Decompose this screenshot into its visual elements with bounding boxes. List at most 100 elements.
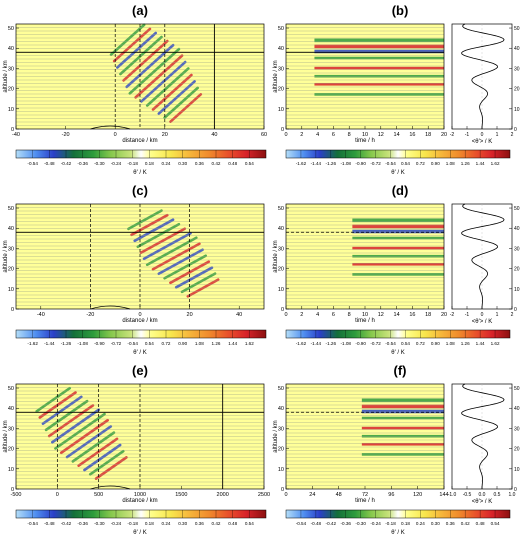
y-tick-label: 50 (8, 26, 14, 32)
colorbar-b-ticks-label-0: -1.62 (296, 161, 307, 166)
colorbar-f-ticks-label-1: -0.48 (311, 521, 322, 526)
colorbar-b-label: θ' / K (391, 170, 405, 176)
colorbar-d-ticks-label-0: -1.62 (296, 341, 307, 346)
colorbar-e-ticks-label-9: 0.30 (178, 521, 187, 526)
y-tick-label: 30 (278, 426, 284, 432)
y-tick-label: 20 (8, 447, 14, 453)
colorbar-f-ticks-label-3: -0.36 (340, 521, 351, 526)
colorbar-f-ticks-label-4: -0.30 (355, 521, 366, 526)
colorbar-c-ticks-label-8: 0.72 (162, 341, 171, 346)
wave-band (151, 73, 193, 111)
colorbar-e: -0.54 -0.48 -0.42 -0.36 -0.30 -0.24 -0.18 0.18 0… (15, 509, 267, 536)
x-tick-label: 0 (284, 492, 287, 498)
colorbar-b-ticks-label-10: 1.08 (446, 161, 455, 166)
panel-5: 0 24 48 72 96 120 144 0 10 20 30 40 50 time / h altitu… (273, 383, 449, 504)
colorbar-a-ticks-label-4: -0.30 (94, 161, 105, 166)
x-tick-label: 1500 (175, 492, 187, 498)
colorbar-f-ticks-label-10: 0.36 (446, 521, 455, 526)
y-tick-label: 40 (8, 226, 14, 232)
y-tick-label: 50 (278, 386, 284, 392)
wave-band (352, 224, 444, 229)
colorbar-d-ticks-label-13: 1.62 (491, 341, 500, 346)
colorbar-b: -1.62 -1.44 -1.26 -1.08 -0.90 -0.72 -0.54 0.54 0… (285, 149, 511, 176)
profile-x-tick-label: 2 (511, 132, 514, 138)
y-tick-label: 20 (8, 267, 14, 273)
colorbar-d-ticks-label-4: -0.90 (355, 341, 366, 346)
profile-x-tick-label: -2 (450, 312, 455, 318)
colorbar-c-ticks-label-11: 1.26 (212, 341, 221, 346)
y-tick-label: 30 (278, 66, 284, 72)
profile-y-tick-label: 30 (514, 426, 520, 432)
colorbar-b-ticks-label-9: 0.90 (431, 161, 440, 166)
y-tick-label: 30 (8, 66, 14, 72)
y-tick-label: 40 (8, 406, 14, 412)
colorbar-a-label: θ' / K (133, 170, 147, 176)
profile-x-tick-label: 1.0 (509, 492, 516, 498)
x-tick-label: 72 (362, 492, 368, 498)
colorbar-f: -0.54 -0.48 -0.42 -0.36 -0.30 -0.24 -0.18 0.18 0… (285, 509, 511, 536)
y-tick-label: 50 (8, 386, 14, 392)
colorbar-a-ticks-label-3: -0.36 (77, 161, 88, 166)
colorbar-d-label: θ' / K (391, 350, 405, 356)
profile-panel-2: -1.0 -0.5 0.0 0.5 1.00 10 20 30 40 50 <θ'> / K (448, 383, 520, 505)
y-axis-label: altitude / km (273, 420, 279, 452)
colorbar-f-ticks-label-5: -0.24 (370, 521, 381, 526)
colorbar-c-ticks-label-2: -1.26 (61, 341, 72, 346)
x-tick-label: 4 (316, 132, 319, 138)
x-tick-label: 6 (332, 132, 335, 138)
y-tick-label: 30 (278, 246, 284, 252)
y-tick-label: 40 (278, 406, 284, 412)
wave-band (54, 412, 106, 450)
panel-label-e: (e) (132, 363, 148, 378)
y-tick-label: 50 (278, 26, 284, 32)
wave-band (361, 453, 444, 456)
x-tick-label: 10 (362, 132, 368, 138)
colorbar-c: -1.62 -1.44 -1.26 -1.08 -0.90 -0.72 -0.54 0.54 0… (15, 329, 267, 356)
y-tick-label: 0 (281, 487, 284, 493)
x-tick-label: 0 (56, 492, 59, 498)
x-tick-label: 500 (94, 492, 103, 498)
wave-band (77, 437, 119, 467)
wave-band (314, 74, 444, 78)
panel-2: -40 -20 0 20 40 0 10 20 30 40 50 distance / km altit… (3, 203, 265, 324)
wave-band (314, 56, 444, 60)
colorbar-c-ticks-label-5: -0.72 (111, 341, 122, 346)
colorbar-d-ticks-label-12: 1.44 (476, 341, 485, 346)
profile-x-tick-label: 0 (481, 132, 484, 138)
panel-label-f: (f) (394, 363, 407, 378)
x-tick-label: -40 (12, 132, 20, 138)
plot-frame (15, 23, 265, 130)
x-tick-label: 4 (316, 312, 319, 318)
colorbar-f-ticks-label-11: 0.42 (461, 521, 470, 526)
profile-x-tick-label: 2 (511, 312, 514, 318)
colorbar-d-ticks-label-3: -1.08 (340, 341, 351, 346)
wave-band (361, 409, 444, 414)
colorbar-a-ticks-label-6: -0.18 (127, 161, 138, 166)
wave-band (116, 31, 158, 69)
colorbar-e-ticks-label-8: 0.24 (162, 521, 171, 526)
wave-band (169, 260, 211, 285)
colorbar-a-ticks-label-9: 0.30 (178, 161, 187, 166)
colorbar-c-ticks-label-12: 1.44 (228, 341, 237, 346)
colorbar-a-ticks: -0.54 -0.48 -0.42 -0.36 -0.30 -0.24 -0.18 0.18 0… (27, 150, 254, 166)
colorbar-d-ticks-label-11: 1.26 (461, 341, 470, 346)
colorbar-a-ticks-label-12: 0.48 (228, 161, 237, 166)
colorbar-c-ticks-label-7: 0.54 (145, 341, 154, 346)
x-tick-label: -40 (37, 312, 45, 318)
wave-band (352, 229, 444, 234)
x-tick-label: 6 (332, 312, 335, 318)
panel-3: 0 2 4 6 8 10 12 14 16 18 20 0 10 20 30 40 50 time / h alti… (273, 203, 447, 324)
x-tick-label: 120 (413, 492, 422, 498)
profile-x-tick-label: 1 (496, 132, 499, 138)
x-tick-label: 2 (300, 312, 303, 318)
y-axis-label: altitude / km (273, 240, 279, 272)
y-tick-label: 0 (11, 487, 14, 493)
x-tick-label: 2000 (217, 492, 229, 498)
colorbar-d-ticks-label-5: -0.72 (370, 341, 381, 346)
x-axis-label: distance / km (122, 318, 157, 324)
colorbar-b-ticks-label-7: 0.54 (401, 161, 410, 166)
wave-band (352, 262, 444, 266)
profile-x-tick-label: -0.5 (463, 492, 472, 498)
colorbar-a-ticks-label-1: -0.48 (44, 161, 55, 166)
